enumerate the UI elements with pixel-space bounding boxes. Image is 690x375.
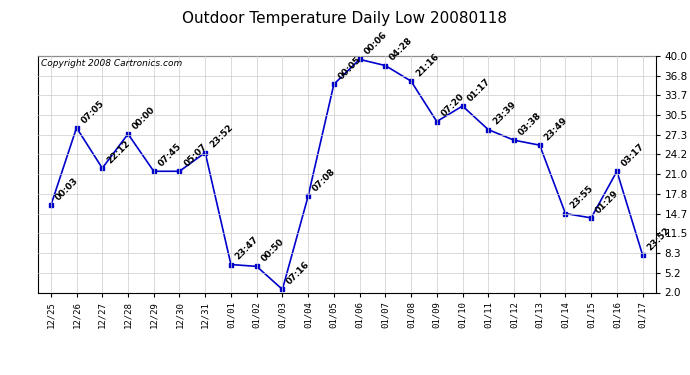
Text: 05:07: 05:07 <box>182 142 209 168</box>
Text: 07:20: 07:20 <box>440 92 466 119</box>
Text: 03:17: 03:17 <box>620 142 647 168</box>
Text: 04:28: 04:28 <box>388 36 415 63</box>
Text: 07:45: 07:45 <box>157 142 184 168</box>
Text: 07:05: 07:05 <box>79 99 106 125</box>
Text: 23:52: 23:52 <box>208 123 235 150</box>
Text: 00:00: 00:00 <box>131 105 157 131</box>
Text: 00:03: 00:03 <box>54 176 80 203</box>
Text: 07:08: 07:08 <box>311 167 337 194</box>
Text: Outdoor Temperature Daily Low 20080118: Outdoor Temperature Daily Low 20080118 <box>182 11 508 26</box>
Text: 07:16: 07:16 <box>285 260 312 286</box>
Text: 22:12: 22:12 <box>105 139 132 165</box>
Text: 21:16: 21:16 <box>414 52 440 78</box>
Text: 23:49: 23:49 <box>542 116 569 142</box>
Text: 00:06: 00:06 <box>362 30 388 57</box>
Text: 00:50: 00:50 <box>259 237 286 264</box>
Text: 23:55: 23:55 <box>569 184 595 211</box>
Text: 00:05: 00:05 <box>337 55 363 81</box>
Text: Copyright 2008 Cartronics.com: Copyright 2008 Cartronics.com <box>41 58 182 68</box>
Text: 23:47: 23:47 <box>234 235 261 262</box>
Text: 01:29: 01:29 <box>594 189 620 215</box>
Text: 03:38: 03:38 <box>517 111 543 137</box>
Text: 23:39: 23:39 <box>491 100 518 127</box>
Text: 01:17: 01:17 <box>465 76 492 103</box>
Text: 23:52: 23:52 <box>645 226 672 252</box>
